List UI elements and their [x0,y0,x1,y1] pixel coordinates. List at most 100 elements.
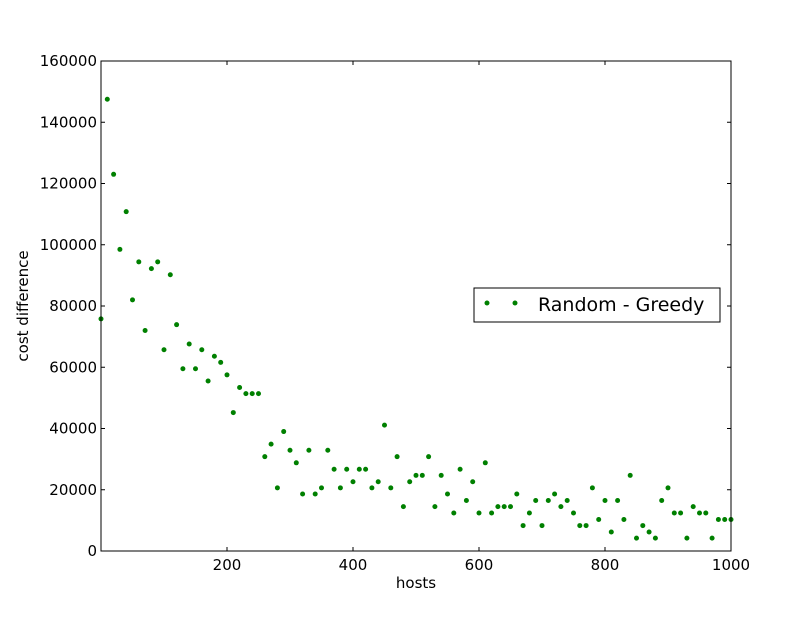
data-point [621,516,627,522]
data-point [319,485,324,491]
data-point [117,246,123,252]
data-point [514,491,520,497]
data-point [690,504,696,510]
data-point [104,96,110,102]
data-point [243,391,249,397]
data-point [224,372,230,378]
data-point [652,535,658,541]
data-point [589,485,595,491]
data-point [155,259,161,265]
y-tick-label: 20000 [49,481,97,499]
data-point [193,366,198,372]
data-point [111,171,117,177]
data-point [577,523,583,529]
data-point [136,259,142,265]
data-point [180,366,186,372]
data-point [256,391,261,397]
data-point [703,510,709,516]
data-point [501,504,507,510]
data-point [186,341,192,347]
data-point [161,347,167,353]
data-point [438,472,444,478]
data-point [249,391,255,397]
data-point [274,485,280,491]
data-point [356,466,362,472]
plot-frame [100,60,732,552]
data-point [640,523,646,529]
data-point [615,497,621,503]
data-point [306,447,312,453]
data-point [375,479,381,485]
data-point [388,485,394,491]
x-axis-label: hosts [396,574,436,592]
data-point [174,322,180,328]
data-point [558,504,564,510]
data-point [684,535,690,541]
data-point [495,504,501,510]
data-point [287,447,293,453]
data-point [596,516,602,522]
data-point [463,497,469,503]
data-point [148,266,154,272]
data-point [394,454,400,460]
data-point [142,328,148,333]
data-point [678,510,684,516]
data-point [489,510,495,516]
y-axis-label: cost difference [14,250,32,361]
data-point [451,510,457,516]
data-point [230,410,236,416]
data-point [608,529,614,535]
data-point [312,491,318,497]
data-point [237,384,243,390]
x-tick-label: 600 [465,556,494,574]
data-point [457,466,463,472]
data-point [211,353,217,359]
data-point [382,422,387,428]
data-point [218,359,224,365]
data-point [709,535,715,541]
legend-marker [512,300,518,306]
data-point [526,510,532,516]
data-point [419,472,425,478]
y-tick-label: 100000 [40,236,97,254]
legend-label: Random - Greedy [538,294,704,316]
data-point [205,378,211,384]
data-point [281,429,287,435]
data-point [583,523,589,529]
data-point [697,510,702,516]
y-tick-label: 120000 [40,175,97,193]
data-point [130,297,135,303]
data-point [445,491,450,497]
data-point [602,497,608,503]
data-point [432,504,438,510]
data-point [508,504,513,510]
data-point [722,516,728,522]
data-point [350,479,356,485]
data-point [552,491,558,497]
data-point [300,491,306,497]
data-point [634,535,639,541]
data-point [331,466,337,472]
data-point [167,272,173,278]
data-point [646,529,652,535]
data-point [470,479,476,485]
data-point [520,523,526,529]
data-point [571,510,576,516]
tick-labels: 200 400 600 800 1000 0 20000 40000 60000 80000 100… [40,52,750,574]
data-point [344,466,350,472]
x-tick-label: 1000 [712,556,750,574]
data-point [407,479,413,485]
data-point [325,447,331,453]
data-point [400,504,406,510]
data-point [262,454,268,460]
data-point [533,497,539,503]
data-point [539,523,545,529]
y-tick-label: 40000 [49,420,97,438]
data-point [363,466,369,472]
y-tick-label: 60000 [49,358,97,376]
data-point [123,209,129,215]
data-points [98,96,734,541]
y-tick-label: 80000 [49,297,97,315]
legend: Random - Greedy [473,287,721,323]
